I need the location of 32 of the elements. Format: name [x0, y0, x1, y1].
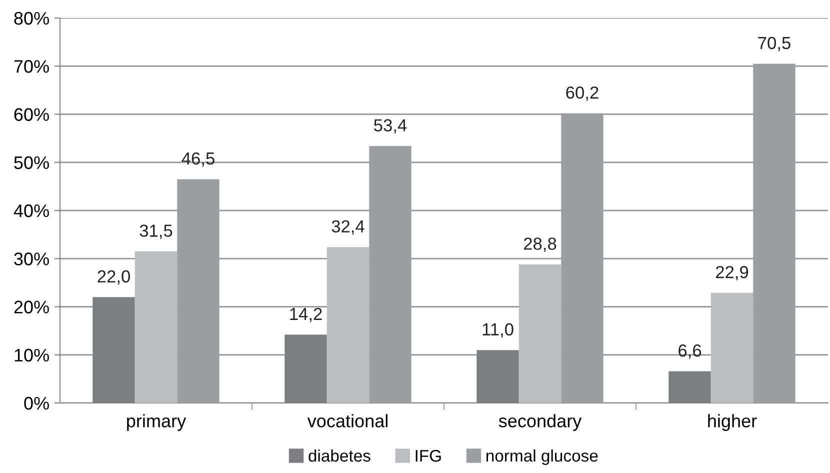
legend-label: diabetes — [308, 449, 370, 462]
y-tick-label: 70% — [14, 60, 49, 73]
data-label: 11,0 — [482, 323, 514, 338]
y-tick-label: 30% — [14, 252, 49, 266]
x-tick-label: vocational — [307, 414, 388, 428]
data-label: 53,4 — [374, 119, 407, 134]
bar — [326, 247, 370, 403]
data-label: 6,6 — [678, 344, 702, 359]
x-tick-label: primary — [127, 414, 186, 431]
data-label: 46,5 — [182, 152, 214, 167]
bar — [134, 251, 178, 403]
data-label: 22,0 — [98, 270, 130, 285]
x-tick-label: higher — [708, 414, 757, 431]
y-tick-label: 40% — [14, 204, 49, 218]
y-tick-label: 80% — [14, 12, 49, 25]
data-label: 31,5 — [140, 224, 172, 239]
x-tick-label: secondary — [498, 414, 582, 431]
y-tick-label: 20% — [14, 300, 49, 314]
data-label: 28,8 — [524, 238, 556, 252]
y-tick-label: 10% — [14, 348, 49, 362]
data-label: 32,4 — [332, 220, 364, 235]
data-label: 60,2 — [566, 86, 598, 101]
data-label: 22,9 — [716, 266, 748, 280]
data-label: 70,5 — [758, 36, 790, 52]
legend-label: IFG — [416, 450, 441, 462]
y-tick-label: 60% — [14, 108, 49, 121]
bar — [710, 292, 754, 403]
legend-label: normal glucose — [486, 449, 598, 465]
y-tick-label: 50% — [14, 156, 49, 170]
y-tick-label: 0% — [24, 396, 49, 410]
bar — [518, 264, 562, 403]
data-label: 14,2 — [290, 308, 322, 322]
